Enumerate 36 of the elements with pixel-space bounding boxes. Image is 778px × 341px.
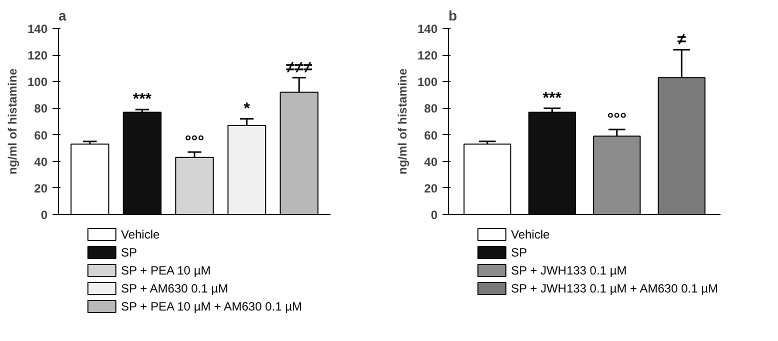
legend-label: SP + PEA 10 µM [120,264,211,278]
y-tick-label: 140 [27,22,48,36]
data-label: *** [132,91,152,108]
y-tick-label: 60 [34,128,48,142]
y-tick-label: 100 [27,75,48,90]
data-label: ≠ [677,31,686,48]
y-tick-label: 140 [417,22,438,36]
chart-title: a [58,8,66,24]
y-tick-label: 40 [424,154,438,169]
y-tick-label: 100 [417,75,438,90]
y-tick-label: 0 [40,208,48,222]
y-tick-label: 80 [34,102,48,116]
y-tick-label: 20 [424,181,438,196]
legend-label: SP [510,246,527,260]
legend-label: Vehicle [510,228,550,242]
y-tick-label: 120 [417,48,438,63]
data-label: °°° [607,111,626,128]
legend-label: SP + PEA 10 µM + AM630 0.1 µM [120,300,302,314]
legend-label: SP + JWH133 0.1 µM + AM630 0.1 µM [510,282,718,296]
data-label: °°° [184,134,204,151]
chart-title: b [448,8,458,24]
y-tick-label: 0 [430,208,438,222]
legend-label: Vehicle [120,228,160,242]
y-tick-label: 60 [424,128,438,142]
y-tick-label: 20 [34,181,48,196]
data-label: * [244,100,251,118]
legend-label: SP + AM630 0.1 µM [120,282,228,296]
y-tick-label: 80 [424,102,438,116]
y-tick-label: 40 [34,154,48,169]
y-axis-title: ng/ml of histamine [395,68,410,175]
y-tick-label: 120 [27,48,48,63]
data-label: *** [542,90,562,107]
legend-label: SP [120,246,137,260]
data-label: ≠≠≠ [286,59,313,76]
legend-label: SP + JWH133 0.1 µM [510,264,627,278]
y-axis-title: ng/ml of histamine [5,68,20,175]
